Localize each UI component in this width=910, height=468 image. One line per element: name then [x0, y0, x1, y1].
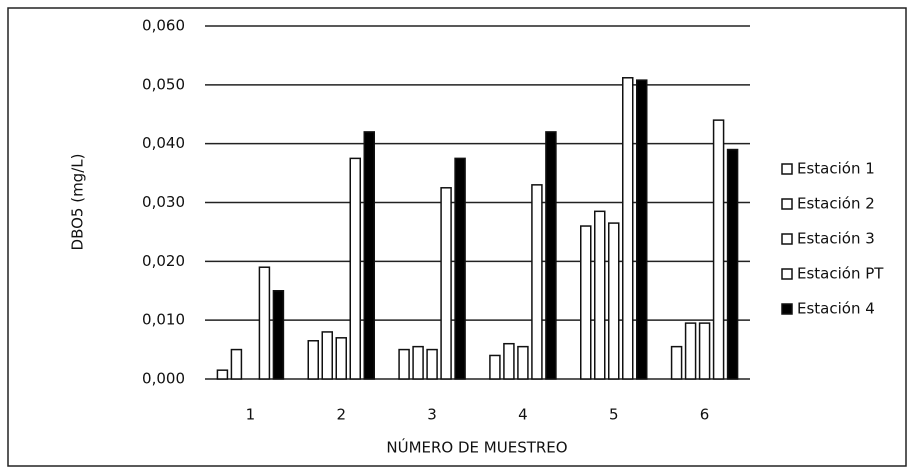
x-axis-title: NÚMERO DE MUESTREO	[386, 438, 567, 457]
legend-marker	[781, 198, 793, 210]
legend-label: Estación 3	[797, 230, 875, 248]
legend-marker	[781, 303, 793, 315]
bar	[412, 345, 424, 380]
bar	[684, 322, 697, 380]
bar	[426, 348, 438, 380]
bar	[258, 266, 271, 380]
bar	[349, 157, 361, 380]
bar	[489, 354, 501, 380]
legend-label: Estación 1	[797, 160, 875, 178]
bar	[698, 322, 711, 380]
x-tick-label: 2	[336, 406, 346, 424]
bar	[622, 77, 634, 380]
legend-marker	[781, 233, 793, 245]
bar	[321, 331, 333, 380]
bar	[670, 345, 683, 380]
y-tick-label: 0,000	[142, 370, 185, 388]
bar	[398, 348, 410, 380]
bar	[440, 187, 452, 380]
y-tick-label: 0,060	[142, 17, 185, 35]
legend-marker	[781, 268, 793, 280]
bar	[230, 348, 243, 380]
bar	[335, 337, 347, 380]
y-axis-title: DBO5 (mg/L)	[69, 154, 87, 251]
y-tick-label: 0,050	[142, 75, 185, 93]
legend-marker	[781, 163, 793, 175]
bar	[363, 131, 375, 380]
bar	[636, 79, 648, 380]
legend-label: Estación PT	[797, 265, 884, 283]
bar	[608, 222, 620, 380]
x-tick-label: 3	[427, 406, 437, 424]
bar	[272, 290, 285, 380]
bar	[216, 369, 229, 380]
bar	[517, 345, 529, 380]
bar	[712, 119, 725, 380]
bar	[545, 131, 557, 380]
bar	[454, 157, 466, 380]
bar	[580, 225, 592, 380]
y-tick-label: 0,040	[142, 134, 185, 152]
bar	[726, 148, 739, 380]
bar	[503, 342, 515, 380]
x-tick-label: 1	[246, 406, 256, 424]
bar	[594, 210, 606, 380]
x-tick-label: 4	[518, 406, 528, 424]
y-tick-label: 0,020	[142, 252, 185, 270]
x-tick-label: 6	[700, 406, 710, 424]
bar	[307, 340, 319, 380]
bar	[531, 184, 543, 380]
legend-label: Estación 4	[797, 300, 875, 318]
y-tick-label: 0,010	[142, 311, 185, 329]
legend-label: Estación 2	[797, 195, 875, 213]
y-tick-label: 0,030	[142, 193, 185, 211]
x-tick-label: 5	[609, 406, 619, 424]
